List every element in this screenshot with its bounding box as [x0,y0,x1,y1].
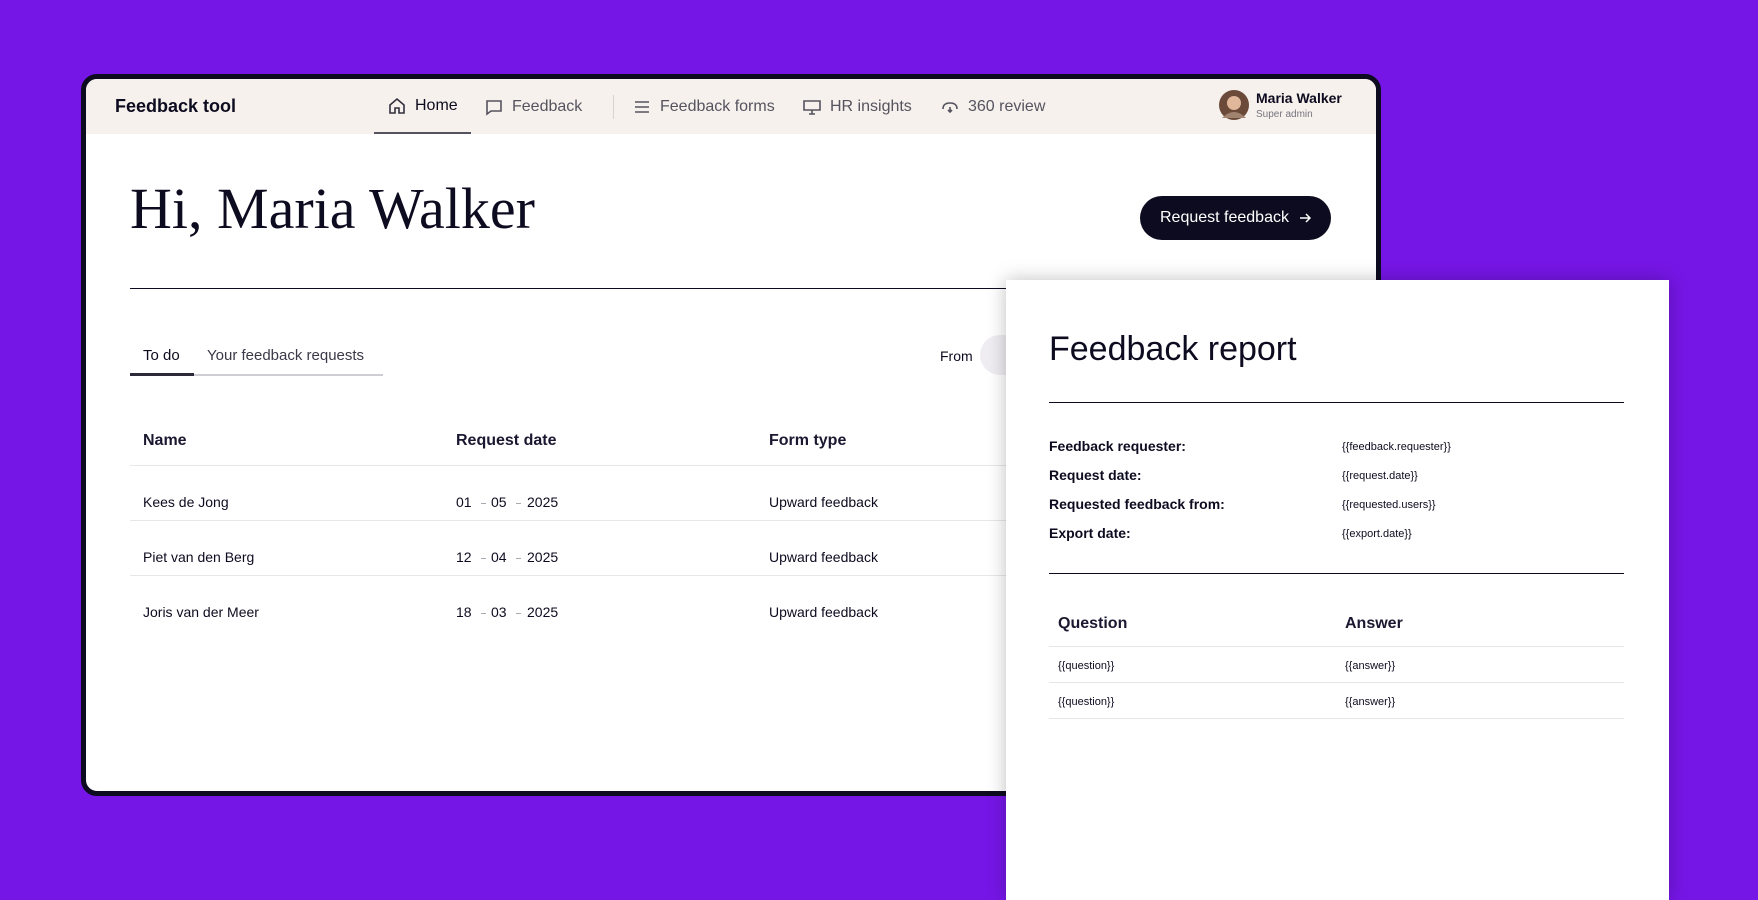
nav-item[interactable]: 360 review [940,79,1045,134]
column-header: Question [1058,615,1128,632]
nav-item[interactable]: Feedback forms [632,79,775,134]
name-cell: Piet van den Berg [143,549,255,565]
avatar [1219,90,1249,120]
row-divider [130,520,1376,521]
column-header: Name [143,432,187,449]
date-part: 05 [491,494,507,510]
date-part: 2025 [527,494,559,510]
greeting: Hi, Maria Walker [130,176,535,241]
nav-separator [613,95,614,119]
meta-label: Request date: [1049,467,1142,483]
row-divider [1049,682,1624,683]
meta-label: Feedback requester: [1049,438,1186,454]
column-header: Answer [1345,615,1403,632]
name-cell: Joris van der Meer [143,604,259,620]
filter-label: From [940,348,973,364]
nav-item[interactable]: Home [374,79,471,134]
tab[interactable]: To do [143,347,180,364]
column-header: Form type [769,432,847,449]
form-type-cell: Upward feedback [769,549,878,565]
date-part: 01 [456,494,472,510]
date-separator [516,613,521,614]
nav-item[interactable]: Feedback [484,79,582,134]
user-role: Super admin [1256,109,1313,120]
nav-label: 360 review [968,97,1046,115]
name-cell: Kees de Jong [143,494,229,510]
date-part: 04 [491,549,507,565]
divider [1049,402,1624,403]
question-cell: {{question}} [1058,696,1115,708]
nav-label: HR insights [830,97,912,115]
date-separator [481,613,486,614]
nav-icon [803,99,821,115]
top-nav: Feedback tool Home Feedback Feedback forms… [86,79,1376,134]
date-part: 18 [456,604,472,620]
tab-underline [194,374,383,376]
row-divider [130,575,1376,576]
tab[interactable]: Your feedback requests [207,347,365,364]
date-separator [481,503,486,504]
meta-value: {{request.date}} [1342,470,1418,482]
date-separator [481,558,486,559]
date-separator [516,558,521,559]
nav-label: Home [415,96,458,114]
divider [130,288,1376,289]
meta-value: {{requested.users}} [1342,499,1436,511]
question-cell: {{question}} [1058,660,1115,672]
report-panel: Feedback report Feedback requester: {{fee… [1006,280,1669,900]
meta-value: {{feedback.requester}} [1342,441,1451,453]
column-header: Request date [456,432,557,449]
date-part: 12 [456,549,472,565]
row-divider [1049,646,1624,647]
nav-icon [486,99,502,116]
page: Feedback tool Home Feedback Feedback forms… [81,74,1669,900]
user-name: Maria Walker [1256,90,1342,106]
tab-underline-active [130,373,194,376]
form-type-cell: Upward feedback [769,604,878,620]
app-name: Feedback tool [115,96,237,116]
meta-label: Export date: [1049,525,1131,541]
arrow-icon [1299,213,1311,223]
divider [1049,573,1624,574]
nav-icon [942,101,958,113]
button-label: Request feedback [1160,209,1289,226]
date-separator [516,503,521,504]
form-type-cell: Upward feedback [769,494,878,510]
date-part: 2025 [527,604,559,620]
meta-label: Requested feedback from: [1049,496,1225,512]
row-divider [130,465,1376,466]
date-part: 2025 [527,549,559,565]
nav-icon [635,100,649,113]
meta-value: {{export.date}} [1342,528,1412,540]
nav-item[interactable]: HR insights [802,79,912,134]
answer-cell: {{answer}} [1345,696,1396,708]
answer-cell: {{answer}} [1345,660,1396,672]
nav-label: Feedback [512,97,583,115]
nav-icon [389,97,405,114]
report-title: Feedback report [1049,330,1297,368]
request-feedback-button[interactable]: Request feedback [1140,196,1331,240]
nav-label: Feedback forms [660,97,775,115]
date-part: 03 [491,604,507,620]
row-divider [1049,718,1624,719]
